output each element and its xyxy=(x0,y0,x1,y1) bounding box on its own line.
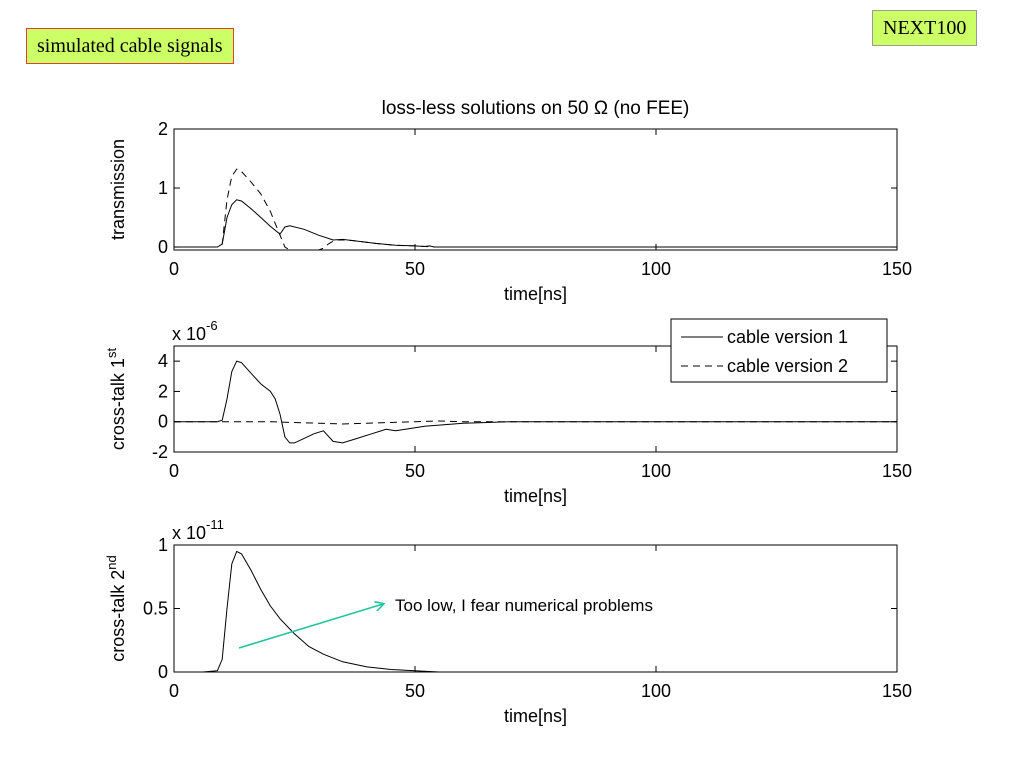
y-scale-factor: x 10-6 xyxy=(172,318,218,344)
y-tick-label: 0 xyxy=(158,662,168,682)
y-tick-label: -2 xyxy=(152,442,168,462)
plot-frame xyxy=(173,345,898,453)
y-axis-label: cross-talk 1st xyxy=(104,348,128,451)
legend-label: cable version 2 xyxy=(727,356,848,376)
chart-panel-1: 0 50 100 150 0 1 2 time[ns] transmission loss-les… xyxy=(108,98,912,304)
x-tick-label: 100 xyxy=(641,259,671,279)
y-tick-label: 0 xyxy=(158,237,168,257)
x-tick-label: 100 xyxy=(641,681,671,701)
x-tick-label: 150 xyxy=(882,681,912,701)
x-tick-label: 100 xyxy=(641,461,671,481)
plot-frame xyxy=(173,128,898,251)
annotation: Too low, I fear numerical problems xyxy=(238,596,653,649)
slide-tag: NEXT100 xyxy=(872,10,978,46)
series-line-2 xyxy=(174,420,897,425)
legend-label: cable version 1 xyxy=(727,327,848,347)
legend-box xyxy=(670,318,888,383)
x-axis-label: time[ns] xyxy=(504,706,567,726)
x-tick-label: 50 xyxy=(405,461,425,481)
y-tick-label: 1 xyxy=(158,178,168,198)
y-axis-label: transmission xyxy=(108,139,128,240)
series-group xyxy=(174,360,897,444)
y-axis-label: cross-talk 2nd xyxy=(104,555,128,662)
annotation-text: Too low, I fear numerical problems xyxy=(395,596,653,615)
y-tick-label: 4 xyxy=(158,351,168,371)
x-axis-label: time[ns] xyxy=(504,486,567,506)
x-tick-label: 0 xyxy=(169,681,179,701)
x-tick-label: 150 xyxy=(882,461,912,481)
chart-panel-3: 0 50 100 150 0 0.5 1 time[ns] cross-talk 2nd x 10… xyxy=(104,517,912,726)
y-tick-label: 0 xyxy=(158,412,168,432)
series-line-1 xyxy=(174,550,897,672)
slide-title: simulated cable signals xyxy=(26,28,234,64)
y-tick-label: 1 xyxy=(158,535,168,555)
y-tick-label: 2 xyxy=(158,119,168,139)
series-group xyxy=(174,168,897,250)
chart-title: loss-less solutions on 50 Ω (no FEE) xyxy=(382,98,690,119)
y-tick-label: 2 xyxy=(158,381,168,401)
x-tick-label: 0 xyxy=(169,259,179,279)
x-tick-label: 50 xyxy=(405,681,425,701)
x-tick-label: 50 xyxy=(405,259,425,279)
series-line-1 xyxy=(174,199,897,248)
series-line-1 xyxy=(174,360,897,444)
series-group xyxy=(174,550,897,672)
series-line-2 xyxy=(174,168,897,250)
y-scale-factor: x 10-11 xyxy=(172,517,224,543)
annotation-arrow xyxy=(238,604,383,649)
y-tick-label: 0.5 xyxy=(143,599,168,619)
legend: cable version 1 cable version 2 xyxy=(670,318,888,383)
x-axis-label: time[ns] xyxy=(504,284,567,304)
x-tick-label: 150 xyxy=(882,259,912,279)
x-tick-label: 0 xyxy=(169,461,179,481)
